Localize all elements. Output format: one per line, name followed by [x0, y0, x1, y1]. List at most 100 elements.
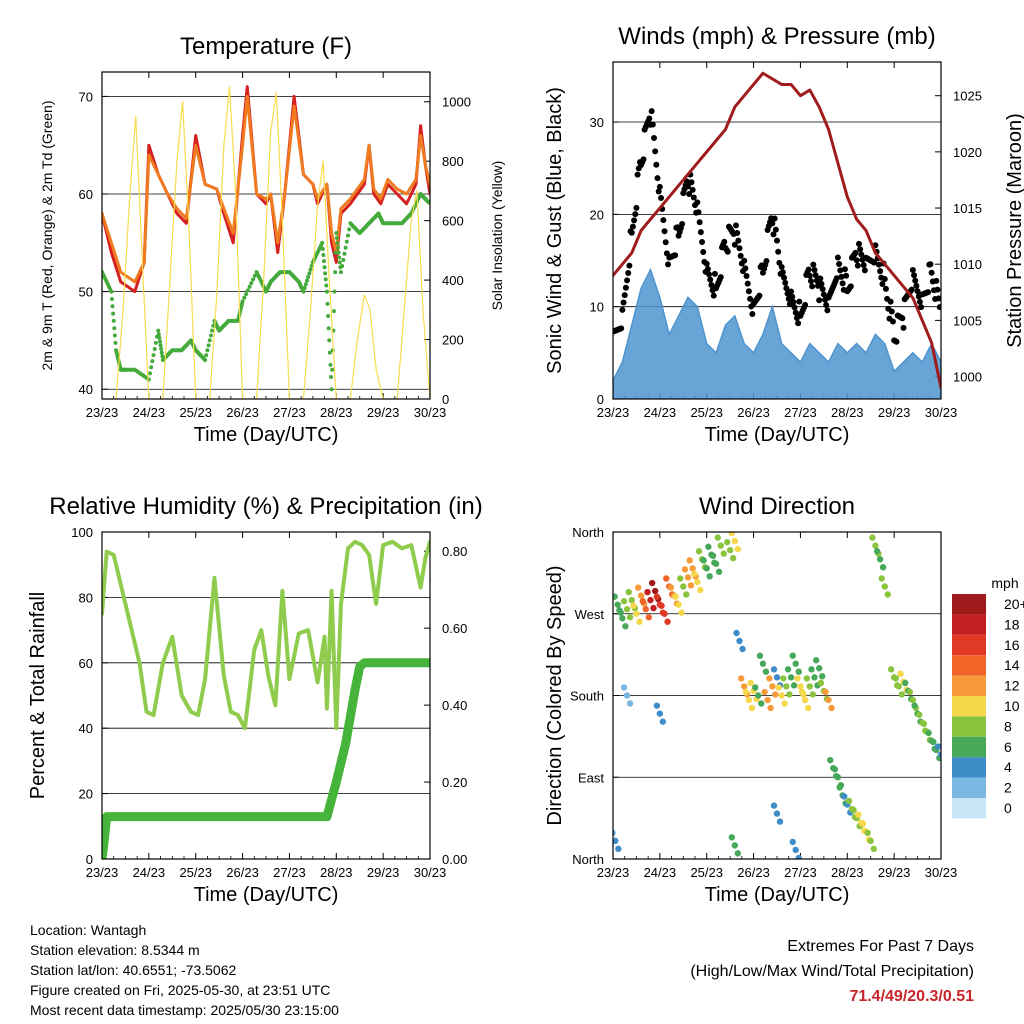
y-axis-label: Sonic Wind & Gust (Blue, Black)	[544, 87, 566, 374]
data-point	[654, 175, 661, 182]
direction-point	[827, 756, 834, 764]
y-axis-label: Direction (Colored By Speed)	[544, 565, 566, 825]
data-point	[877, 268, 884, 275]
x-tick-label: 23/23	[86, 405, 119, 420]
data-point	[329, 375, 334, 380]
data-point	[927, 261, 934, 268]
direction-point	[789, 652, 796, 659]
data-point	[111, 311, 116, 316]
y-tick-label: 60	[79, 656, 93, 671]
data-point	[745, 288, 752, 295]
data-point	[847, 283, 854, 290]
x-tick-label: 23/23	[86, 865, 119, 880]
data-point	[743, 272, 750, 279]
direction-point	[714, 534, 721, 541]
direction-point	[664, 618, 671, 625]
x-tick-label: 25/23	[690, 865, 723, 880]
data-point	[833, 275, 840, 282]
y2-tick-label: 1015	[953, 201, 982, 216]
direction-point	[870, 845, 877, 853]
x-tick-label: 27/23	[273, 865, 306, 880]
direction-point	[672, 593, 679, 600]
direction-point	[650, 604, 657, 612]
panel-humidity: Relative Humidity (%) & Precipitation (i…	[27, 493, 483, 906]
data-point	[742, 265, 749, 272]
direction-point	[658, 602, 665, 609]
y2-axis-label: Station Pressure (Maroon)	[1004, 113, 1024, 348]
x-tick-label: 25/23	[179, 405, 212, 420]
y2-tick-label: 1005	[953, 313, 982, 328]
x-tick-label: 23/23	[597, 865, 630, 880]
data-point	[690, 194, 697, 201]
direction-point	[633, 610, 640, 617]
data-point	[342, 251, 347, 256]
data-point	[634, 171, 641, 178]
extremes-subtitle: (High/Low/Max Wind/Total Precipitation)	[690, 963, 974, 980]
direction-point	[781, 700, 788, 707]
data-point	[774, 237, 780, 244]
data-point	[879, 281, 886, 288]
data-point	[686, 191, 693, 198]
x-tick-label: 29/23	[367, 405, 400, 420]
direction-point	[769, 683, 776, 690]
data-point	[805, 266, 812, 273]
direction-point	[742, 688, 750, 696]
data-point	[322, 265, 327, 270]
direction-point	[748, 704, 756, 712]
data-point	[789, 293, 796, 300]
data-point	[788, 288, 795, 295]
direction-point	[739, 645, 746, 653]
series-precip	[102, 658, 430, 859]
data-point	[306, 274, 311, 279]
direction-point	[715, 568, 723, 575]
data-point	[633, 204, 640, 211]
data-point	[834, 254, 841, 261]
data-point	[783, 285, 790, 292]
data-point	[242, 295, 247, 300]
elevation-text: Station elevation: 8.5344 m	[30, 942, 200, 958]
extremes-values: 71.4/49/20.3/0.51	[849, 988, 974, 1005]
direction-point	[728, 532, 736, 537]
direction-point	[684, 574, 692, 581]
data-point	[749, 311, 756, 318]
y-tick-label: 20	[590, 207, 604, 222]
x-tick-label: 28/23	[320, 405, 353, 420]
data-point	[811, 266, 818, 273]
series-solar	[102, 86, 430, 399]
direction-point	[864, 829, 871, 837]
y2-tick-label: 400	[442, 273, 464, 288]
data-point	[911, 272, 918, 279]
y-tick-label: 0	[86, 852, 93, 867]
data-point	[324, 283, 329, 288]
plot-frame	[612, 531, 942, 860]
data-point	[925, 289, 932, 296]
data-point	[909, 266, 916, 273]
data-point	[763, 257, 770, 264]
data-point	[710, 292, 717, 299]
direction-point	[876, 556, 884, 563]
data-point	[334, 231, 339, 236]
direction-point	[697, 586, 704, 594]
data-point	[111, 318, 116, 323]
y-tick-label: 100	[71, 525, 93, 540]
x-tick-label: 24/23	[133, 405, 166, 420]
data-point	[337, 260, 342, 265]
direction-point	[834, 774, 842, 781]
data-point	[770, 231, 777, 238]
plot-area	[613, 532, 941, 859]
data-point	[629, 223, 636, 230]
data-point	[333, 270, 338, 275]
data-point	[625, 269, 632, 276]
legend-label: 2	[1004, 780, 1012, 796]
data-point	[328, 362, 333, 367]
direction-point	[783, 683, 790, 690]
legend-label: 14	[1004, 657, 1020, 673]
direction-point	[675, 601, 682, 608]
data-point	[807, 278, 814, 285]
data-point	[860, 262, 867, 269]
direction-point	[709, 552, 717, 559]
direction-point	[767, 704, 774, 712]
data-point	[778, 263, 785, 270]
direction-point	[764, 696, 771, 704]
direction-point	[795, 854, 802, 859]
